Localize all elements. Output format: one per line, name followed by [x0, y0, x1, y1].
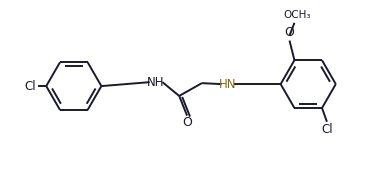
Text: Cl: Cl	[321, 123, 333, 136]
Text: NH: NH	[147, 76, 164, 89]
Text: O: O	[182, 116, 192, 129]
Text: Cl: Cl	[25, 80, 36, 93]
Text: O: O	[285, 26, 295, 39]
Text: HN: HN	[219, 78, 236, 91]
Text: OCH₃: OCH₃	[284, 10, 311, 20]
